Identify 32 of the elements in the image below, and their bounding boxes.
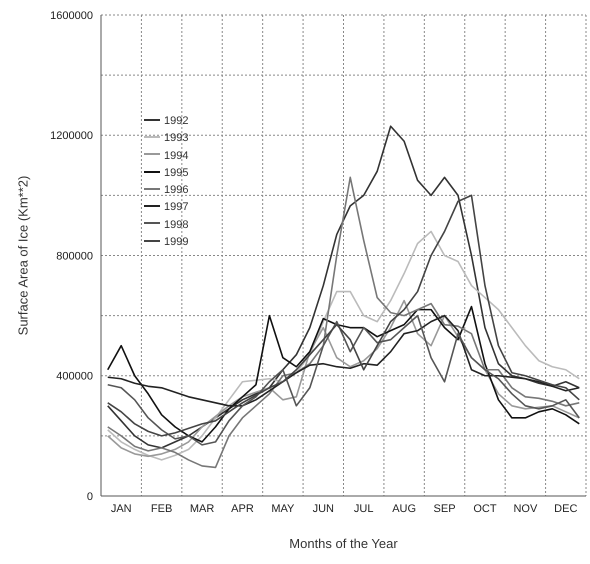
x-tick-label: JUL (354, 502, 374, 515)
legend-label: 1995 (164, 166, 188, 179)
x-tick-label: JUN (312, 502, 334, 515)
line-series (106, 194, 580, 437)
y-tick-label: 1600000 (50, 10, 93, 22)
x-tick-label: MAY (271, 502, 296, 515)
legend-label: 1996 (164, 184, 188, 196)
x-tick-label: NOV (513, 502, 538, 515)
y-tick-label: 1200000 (50, 130, 93, 142)
line-series (106, 314, 580, 407)
legend-label: 1999 (164, 236, 188, 248)
x-tick-label: OCT (473, 502, 497, 515)
x-tick-label: AUG (392, 502, 416, 515)
x-tick-label: FEB (150, 502, 172, 515)
x-tick-label: JAN (110, 502, 132, 515)
line-series (106, 176, 580, 468)
y-tick-label: 400000 (56, 370, 93, 383)
line-series (106, 125, 580, 449)
x-tick-label: MAR (190, 502, 214, 515)
y-tick-label: 800000 (56, 250, 93, 262)
x-axis-title: Months of the Year (289, 536, 398, 551)
x-tick-label: APR (231, 502, 254, 515)
legend-label: 1998 (164, 218, 188, 231)
y-axis-title: Surface Area of Ice (Km**2) (16, 176, 31, 336)
x-tick-label: DEC (554, 502, 578, 515)
legend-label: 1992 (164, 115, 188, 128)
x-tick-label: SEP (434, 502, 456, 515)
line-series (106, 230, 580, 461)
legend-label: 1997 (164, 201, 188, 214)
y-tick-label: 0 (86, 490, 93, 503)
legend-label: 1993 (164, 132, 188, 144)
legend-label: 1994 (164, 150, 188, 162)
